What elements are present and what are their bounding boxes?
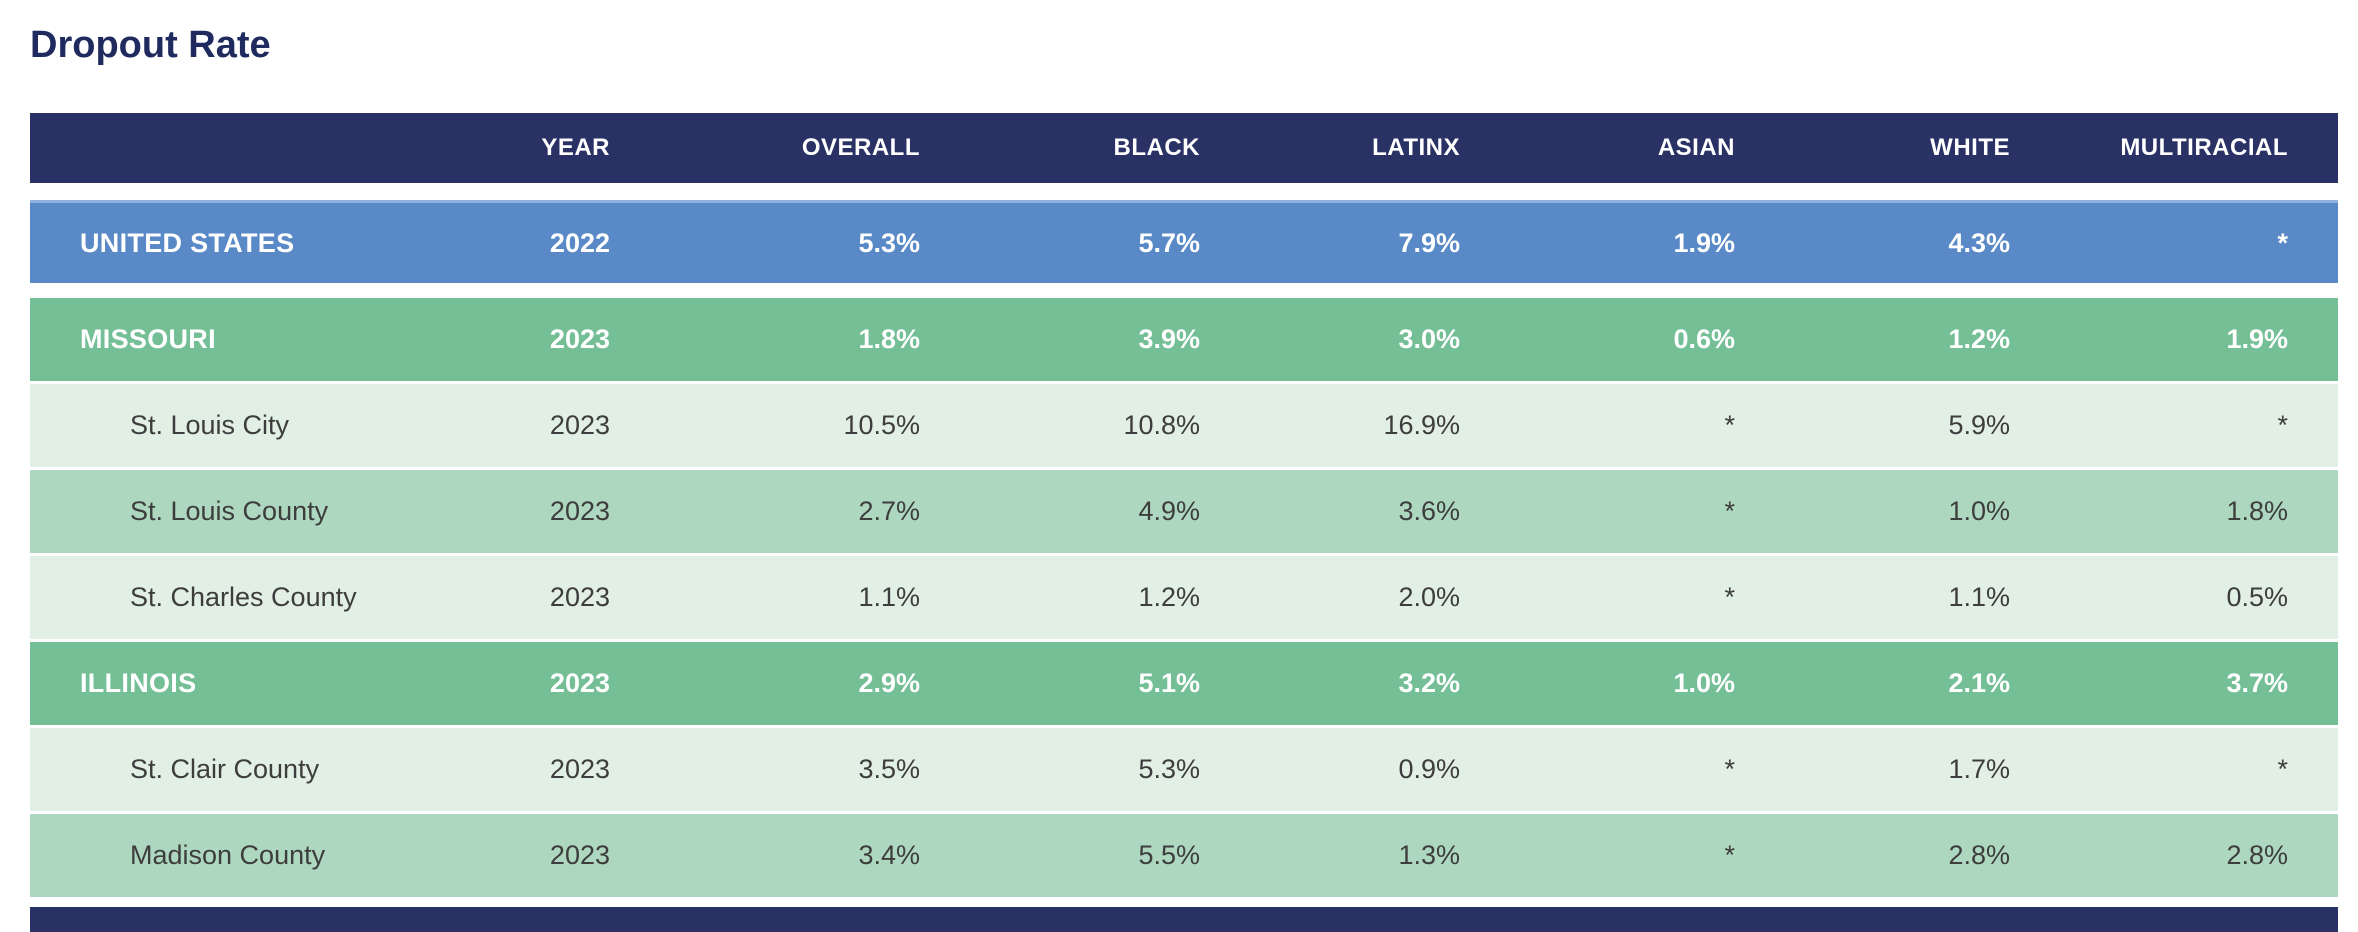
white-cell: 2.1% [1948, 668, 2010, 698]
year-cell: 2022 [549, 227, 610, 258]
latinx-cell: 3.6% [1398, 496, 1460, 526]
year-cell: 2023 [549, 410, 610, 440]
asian-cell: 0.6% [1673, 324, 1735, 354]
white-cell: 1.2% [1948, 324, 2010, 354]
multiracial-cell: * [2277, 227, 2288, 258]
multiracial-cell: 2.8% [2226, 840, 2288, 870]
year-cell: 2023 [549, 496, 610, 526]
black-cell: 4.9% [1138, 496, 1200, 526]
latinx-cell: 16.9% [1383, 410, 1460, 440]
black-cell: 1.2% [1138, 582, 1200, 612]
multiracial-cell: 1.8% [2226, 496, 2288, 526]
multiracial-cell: * [2277, 754, 2288, 784]
row-label: St. Charles County [130, 582, 357, 612]
overall-cell: 2.7% [858, 496, 920, 526]
table-row-st-clair-county: St. Clair County 2023 3.5% 5.3% 0.9% * 1… [30, 728, 2338, 811]
white-cell: 1.0% [1948, 496, 2010, 526]
dropout-rate-table: YEAR OVERALL BLACK LATINX ASIAN WHITE MU… [30, 113, 2338, 897]
overall-cell: 10.5% [843, 410, 920, 440]
overall-cell: 5.3% [858, 227, 920, 258]
header-asian: ASIAN [1657, 134, 1735, 161]
row-label: St. Louis County [130, 496, 329, 526]
table-row-st-charles-county: St. Charles County 2023 1.1% 1.2% 2.0% *… [30, 556, 2338, 639]
white-cell: 5.9% [1948, 410, 2010, 440]
black-cell: 5.5% [1138, 840, 1200, 870]
header-multiracial: MULTIRACIAL [2120, 134, 2288, 161]
white-cell: 1.7% [1948, 754, 2010, 784]
row-label: UNITED STATES [80, 227, 295, 258]
table-row-st-louis-city: St. Louis City 2023 10.5% 10.8% 16.9% * … [30, 384, 2338, 467]
header-year: YEAR [541, 134, 610, 161]
header-latinx: LATINX [1372, 134, 1460, 161]
black-cell: 3.9% [1138, 324, 1200, 354]
table-header-row: YEAR OVERALL BLACK LATINX ASIAN WHITE MU… [30, 113, 2338, 183]
black-cell: 5.1% [1138, 668, 1200, 698]
multiracial-cell: * [2277, 410, 2288, 440]
row-label: Madison County [130, 840, 326, 870]
header-black: BLACK [1113, 134, 1200, 161]
row-label: St. Louis City [130, 410, 290, 440]
table-row-united-states: UNITED STATES 2022 5.3% 5.7% 7.9% 1.9% 4… [30, 200, 2338, 283]
asian-cell: * [1724, 410, 1735, 440]
overall-cell: 1.1% [858, 582, 920, 612]
black-cell: 5.3% [1138, 754, 1200, 784]
black-cell: 10.8% [1123, 410, 1200, 440]
year-cell: 2023 [549, 582, 610, 612]
table-row-madison-county: Madison County 2023 3.4% 5.5% 1.3% * 2.8… [30, 814, 2338, 897]
white-cell: 1.1% [1948, 582, 2010, 612]
latinx-cell: 3.0% [1398, 324, 1460, 354]
overall-cell: 3.5% [858, 754, 920, 784]
row-label: St. Clair County [130, 754, 320, 784]
year-cell: 2023 [549, 754, 610, 784]
header-overall: OVERALL [801, 134, 920, 161]
multiracial-cell: 1.9% [2226, 324, 2288, 354]
partial-next-table-header [30, 907, 2338, 932]
year-cell: 2023 [549, 668, 610, 698]
row-label: ILLINOIS [80, 668, 197, 698]
black-cell: 5.7% [1138, 227, 1200, 258]
asian-cell: * [1724, 582, 1735, 612]
table-row-illinois: ILLINOIS 2023 2.9% 5.1% 3.2% 1.0% 2.1% 3… [30, 642, 2338, 725]
asian-cell: 1.9% [1673, 227, 1735, 258]
asian-cell: * [1724, 496, 1735, 526]
row-label: MISSOURI [80, 324, 216, 354]
white-cell: 2.8% [1948, 840, 2010, 870]
asian-cell: 1.0% [1673, 668, 1735, 698]
latinx-cell: 2.0% [1398, 582, 1460, 612]
asian-cell: * [1724, 754, 1735, 784]
multiracial-cell: 0.5% [2226, 582, 2288, 612]
overall-cell: 1.8% [858, 324, 920, 354]
asian-cell: * [1724, 840, 1735, 870]
multiracial-cell: 3.7% [2226, 668, 2288, 698]
white-cell: 4.3% [1948, 227, 2010, 258]
year-cell: 2023 [549, 324, 610, 354]
table-row-missouri: MISSOURI 2023 1.8% 3.9% 3.0% 0.6% 1.2% 1… [30, 298, 2338, 381]
page-title: Dropout Rate [30, 24, 271, 66]
latinx-cell: 3.2% [1398, 668, 1460, 698]
latinx-cell: 0.9% [1398, 754, 1460, 784]
header-white: WHITE [1930, 134, 2010, 161]
latinx-cell: 7.9% [1398, 227, 1460, 258]
overall-cell: 3.4% [858, 840, 920, 870]
year-cell: 2023 [549, 840, 610, 870]
table-row-st-louis-county: St. Louis County 2023 2.7% 4.9% 3.6% * 1… [30, 470, 2338, 553]
latinx-cell: 1.3% [1398, 840, 1460, 870]
overall-cell: 2.9% [858, 668, 920, 698]
